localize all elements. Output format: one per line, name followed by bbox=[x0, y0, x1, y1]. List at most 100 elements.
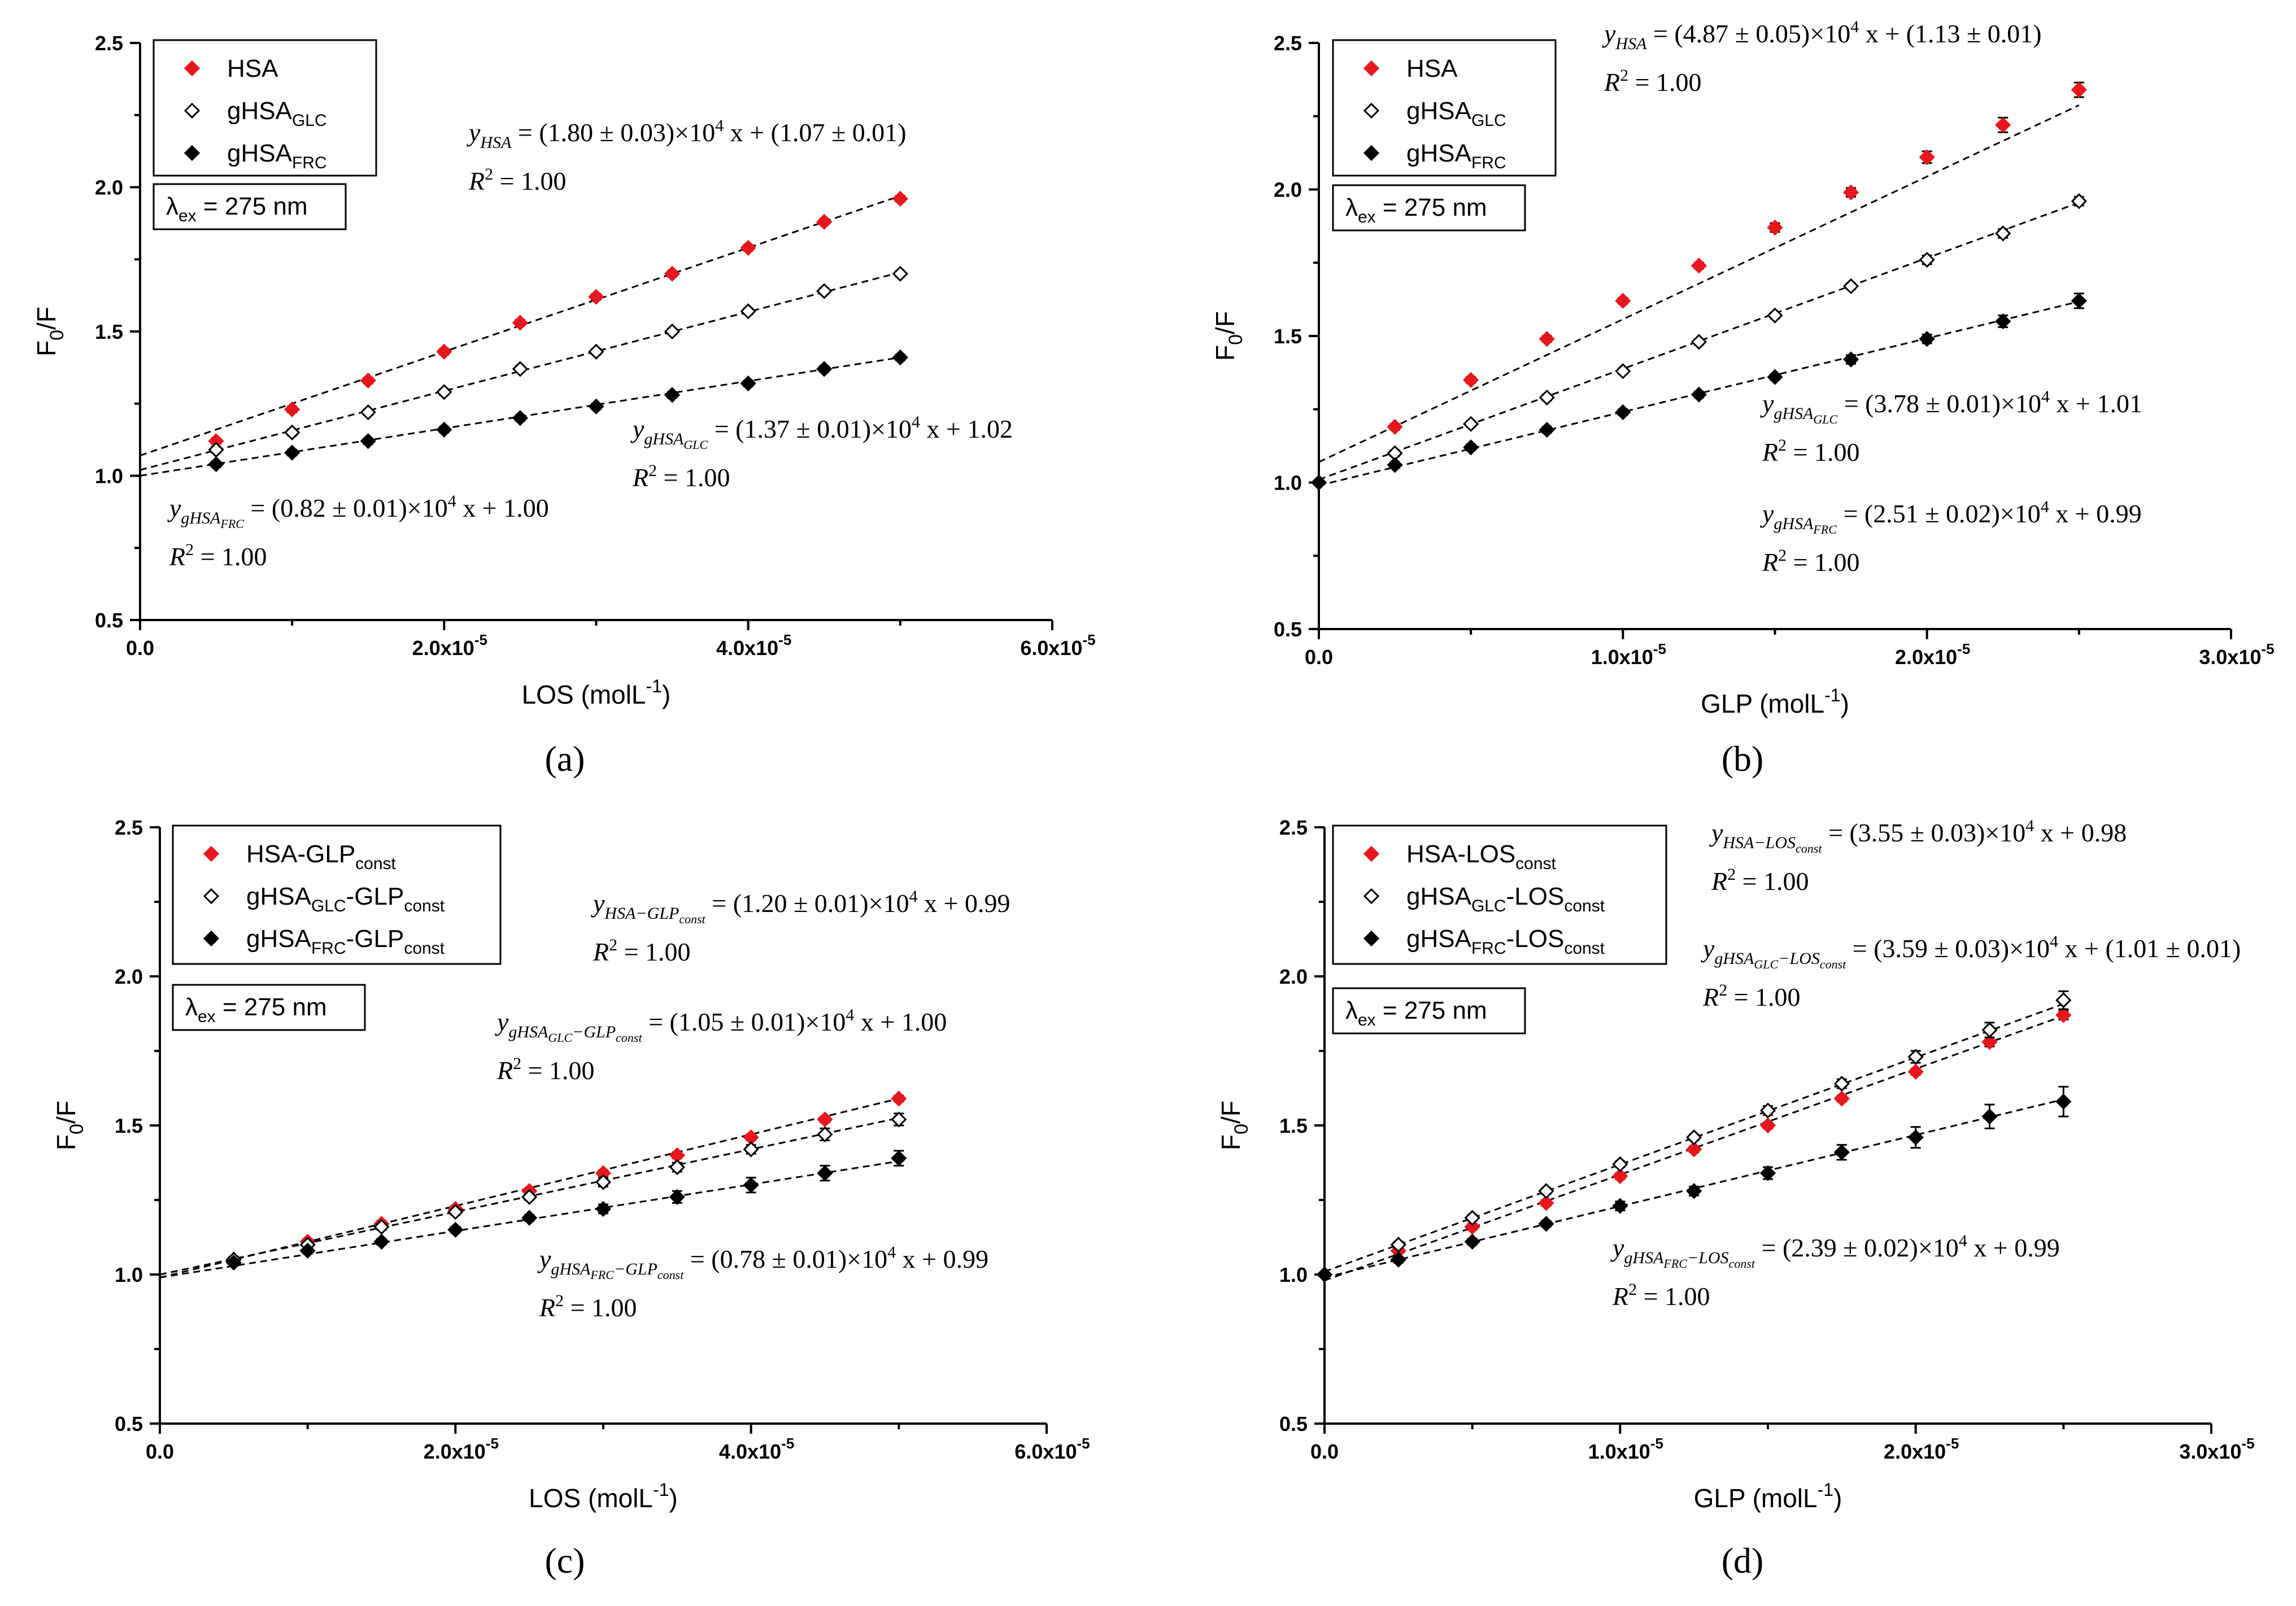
data-point bbox=[512, 361, 529, 377]
x-axis-title-sup: -1 bbox=[646, 676, 662, 696]
data-point bbox=[1919, 251, 1935, 268]
r2-tail: = 1.00 bbox=[1787, 438, 1859, 466]
data-point bbox=[816, 361, 833, 377]
eq-sub: gHSA bbox=[1774, 514, 1814, 533]
r2-exp: 2 bbox=[1778, 436, 1787, 455]
eq-sub: gHSA bbox=[1774, 404, 1814, 423]
legend-label-tailsub: const bbox=[404, 939, 445, 958]
x-tick-label: 1.0x10-5 bbox=[1588, 1435, 1663, 1463]
lambda-tail: = 275 nm bbox=[216, 993, 327, 1021]
series-gHSA_FRC bbox=[140, 349, 908, 477]
data-point bbox=[1615, 363, 1631, 379]
data-point bbox=[1539, 421, 1555, 438]
y-tick-label-text: 2.5 bbox=[115, 816, 143, 839]
data-point bbox=[1995, 225, 2011, 242]
data-point bbox=[284, 401, 300, 418]
x-tick-label: 4.0x10-5 bbox=[716, 631, 791, 660]
data-point bbox=[1686, 1129, 1702, 1146]
data-point bbox=[512, 315, 529, 331]
data-point bbox=[284, 444, 300, 461]
data-point bbox=[891, 1090, 907, 1107]
x-axis-title-sup: -1 bbox=[1824, 685, 1840, 705]
data-point bbox=[447, 1203, 464, 1220]
y-tick-label: 0.5 bbox=[95, 609, 123, 632]
eq-expr: = (4.87 ± 0.05)×10 bbox=[1646, 19, 1850, 48]
r2-exp: 2 bbox=[513, 1054, 521, 1073]
legend-marker bbox=[1363, 102, 1380, 119]
data-point bbox=[1463, 439, 1479, 456]
y-axis-title-sub: 0 bbox=[1225, 334, 1247, 345]
r2-line: R2 = 1.00 bbox=[169, 540, 267, 571]
eq-subsub: FRC bbox=[220, 517, 244, 531]
lambda-symbol: λ bbox=[1345, 997, 1358, 1024]
equation-line: yHSA = (4.87 ± 0.05)×104 x + (1.13 ± 0.0… bbox=[1602, 18, 2042, 53]
eq-y: y bbox=[1709, 818, 1723, 847]
x-tick-label-text: 0.0 bbox=[126, 636, 154, 660]
legend-label: HSA-GLPconst bbox=[246, 840, 397, 873]
legend-box bbox=[1332, 824, 1667, 965]
data-point bbox=[447, 1221, 464, 1238]
eq-exp: 4 bbox=[1850, 18, 1859, 36]
data-point bbox=[892, 190, 908, 207]
lambda-tail: = 275 nm bbox=[197, 193, 308, 220]
eq-subtail: −GLP bbox=[614, 1260, 657, 1278]
data-point bbox=[1767, 369, 1783, 385]
legend-label-sub: FRC bbox=[311, 939, 346, 958]
legend-label-tailsub: const bbox=[404, 897, 445, 915]
panel-label: (a) bbox=[544, 739, 585, 779]
legend-label-tail: -LOS bbox=[1506, 925, 1565, 953]
data-point bbox=[891, 1150, 907, 1167]
y-tick-label-text: 0.5 bbox=[95, 609, 123, 632]
eq-tail: x + 0.99 bbox=[918, 889, 1010, 918]
data-point bbox=[669, 1189, 685, 1205]
eq-subtail: −LOS bbox=[1687, 1249, 1729, 1267]
r2-symbol: R bbox=[1762, 548, 1778, 577]
r2-tail: = 1.00 bbox=[1727, 983, 1800, 1011]
legend-label-main: gHSA bbox=[1406, 97, 1472, 125]
y-tick-label: 2.0 bbox=[1274, 178, 1302, 202]
r2-line: R2 = 1.00 bbox=[468, 165, 567, 195]
data-point bbox=[595, 1174, 612, 1190]
data-point bbox=[1464, 1233, 1480, 1250]
legend-label-sub: FRC bbox=[1471, 939, 1506, 958]
data-point bbox=[1759, 1117, 1776, 1134]
x-tick-exponent: -5 bbox=[474, 631, 487, 648]
data-point bbox=[1833, 1144, 1850, 1160]
data-point bbox=[2071, 81, 2087, 98]
legend-label-tail: -GLP bbox=[346, 925, 404, 953]
panel-label-text: (b) bbox=[1722, 739, 1764, 779]
y-axis-title: F0/F bbox=[1210, 311, 1247, 361]
panel-label: (d) bbox=[1722, 1540, 1764, 1581]
legend-marker bbox=[184, 60, 201, 77]
r2-line: R2 = 1.00 bbox=[1762, 546, 1860, 577]
data-point bbox=[1691, 334, 1707, 350]
x-tick-label: 4.0x10-5 bbox=[719, 1435, 794, 1463]
data-point bbox=[1907, 1049, 1924, 1065]
series-gHSA_FRC-GLP_const bbox=[159, 1150, 907, 1278]
data-point bbox=[373, 1219, 390, 1235]
data-point bbox=[1767, 307, 1783, 324]
lambda-sub: ex bbox=[198, 1007, 216, 1026]
x-tick-exponent: -5 bbox=[778, 631, 791, 648]
legend-label-main: gHSA bbox=[1406, 139, 1472, 167]
eq-y: y bbox=[1602, 19, 1616, 48]
y-tick-label: 2.5 bbox=[95, 32, 123, 55]
x-tick-label: 2.0x10-5 bbox=[1895, 640, 1970, 669]
r2-symbol: R bbox=[1604, 68, 1620, 97]
lambda-sub: ex bbox=[1358, 1011, 1376, 1029]
r2-tail: = 1.00 bbox=[564, 1293, 637, 1322]
x-axis-title: GLP (molL-1) bbox=[1701, 685, 1849, 718]
y-tick-label-text: 0.5 bbox=[1274, 618, 1302, 641]
y-tick-label: 2.5 bbox=[1279, 816, 1308, 839]
eq-tail: x + (1.13 ± 0.01) bbox=[1859, 19, 2041, 48]
legend-label: gHSAFRC-LOSconst bbox=[1406, 925, 1605, 958]
data-point bbox=[1907, 1129, 1924, 1146]
data-point bbox=[373, 1233, 390, 1250]
eq-sub: gHSA bbox=[1714, 949, 1754, 968]
eq-expr: = (3.78 ± 0.01)×10 bbox=[1837, 389, 2041, 418]
lambda-box bbox=[172, 984, 366, 1031]
lambda-tail: = 275 nm bbox=[1376, 997, 1487, 1024]
y-tick-label: 1.5 bbox=[1279, 1114, 1308, 1137]
x-tick-label: 3.0x10-5 bbox=[2199, 640, 2274, 669]
eq-sub: HSA bbox=[480, 133, 512, 152]
